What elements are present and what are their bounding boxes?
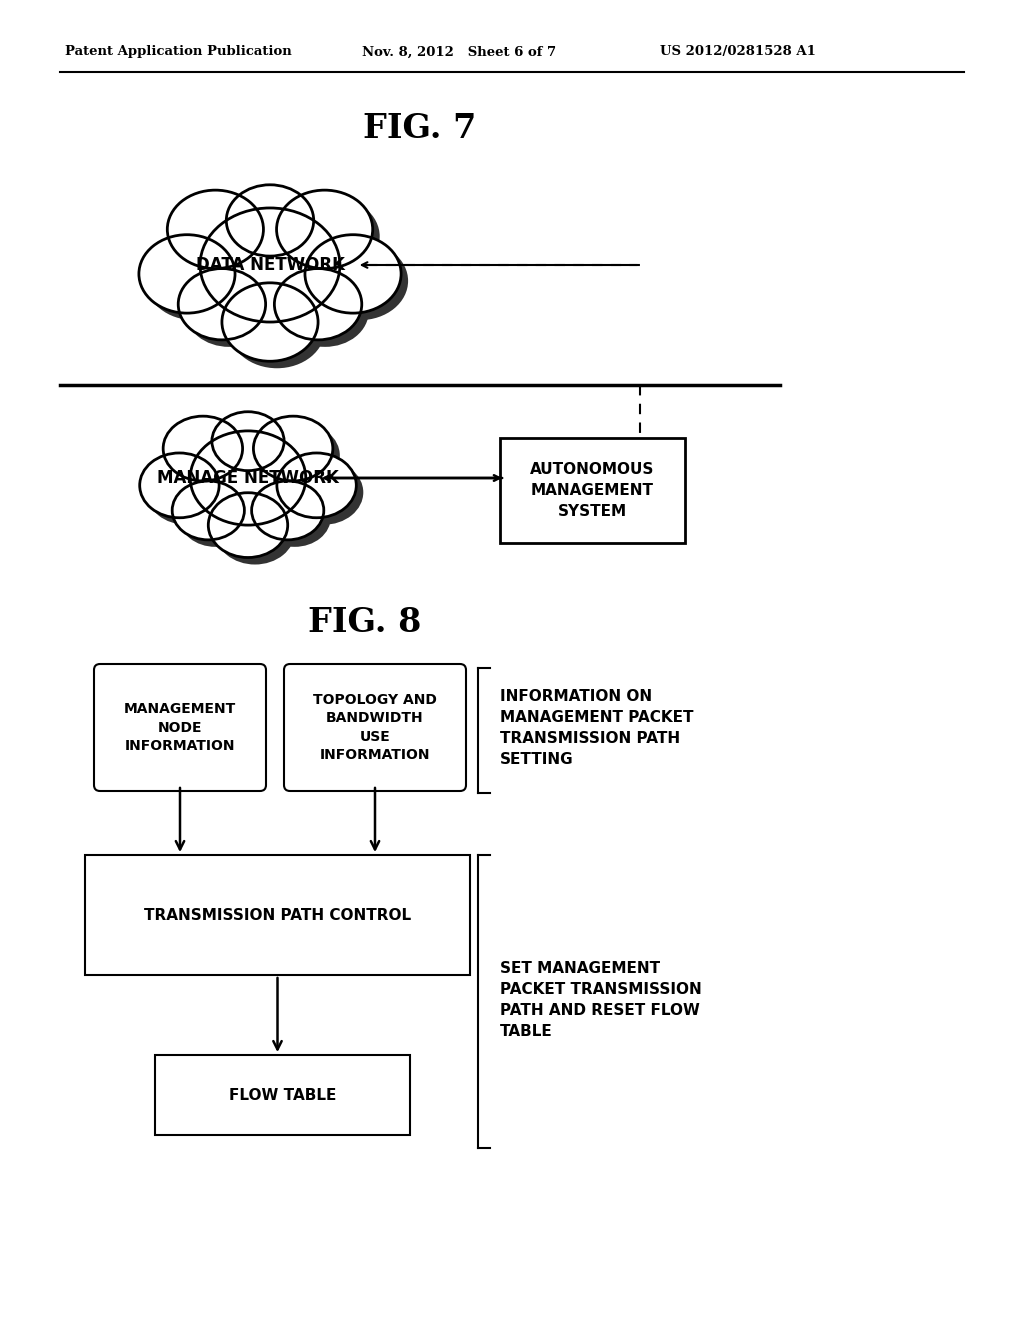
Ellipse shape <box>282 276 369 347</box>
Ellipse shape <box>274 268 361 339</box>
Ellipse shape <box>233 191 321 263</box>
Text: TRANSMISSION PATH CONTROL: TRANSMISSION PATH CONTROL <box>144 908 411 923</box>
Ellipse shape <box>226 185 313 256</box>
Ellipse shape <box>170 424 250 488</box>
Ellipse shape <box>215 500 295 565</box>
Ellipse shape <box>190 430 306 525</box>
Ellipse shape <box>145 242 242 321</box>
Ellipse shape <box>284 197 380 276</box>
Ellipse shape <box>259 488 331 546</box>
Text: DATA NETWORK: DATA NETWORK <box>196 256 344 275</box>
Ellipse shape <box>222 282 318 362</box>
Ellipse shape <box>276 453 356 517</box>
Ellipse shape <box>198 438 312 532</box>
Ellipse shape <box>208 492 288 557</box>
Text: Patent Application Publication: Patent Application Publication <box>65 45 292 58</box>
Ellipse shape <box>305 235 401 313</box>
Ellipse shape <box>200 209 340 322</box>
Ellipse shape <box>167 190 263 268</box>
Ellipse shape <box>253 416 333 480</box>
Text: MANAGE NETWORK: MANAGE NETWORK <box>157 469 339 487</box>
Ellipse shape <box>284 459 364 525</box>
Ellipse shape <box>174 197 270 276</box>
Text: US 2012/0281528 A1: US 2012/0281528 A1 <box>660 45 816 58</box>
FancyBboxPatch shape <box>284 664 466 791</box>
Text: INFORMATION ON
MANAGEMENT PACKET
TRANSMISSION PATH
SETTING: INFORMATION ON MANAGEMENT PACKET TRANSMI… <box>500 689 693 767</box>
FancyBboxPatch shape <box>155 1055 410 1135</box>
Ellipse shape <box>260 424 340 488</box>
Ellipse shape <box>219 418 291 478</box>
FancyBboxPatch shape <box>94 664 266 791</box>
Text: Nov. 8, 2012   Sheet 6 of 7: Nov. 8, 2012 Sheet 6 of 7 <box>362 45 556 58</box>
Text: TOPOLOGY AND
BANDWIDTH
USE
INFORMATION: TOPOLOGY AND BANDWIDTH USE INFORMATION <box>313 693 437 762</box>
Text: MANAGEMENT
NODE
INFORMATION: MANAGEMENT NODE INFORMATION <box>124 702 237 752</box>
Text: FIG. 7: FIG. 7 <box>364 111 477 144</box>
Ellipse shape <box>229 290 325 368</box>
Ellipse shape <box>207 215 347 329</box>
Text: FLOW TABLE: FLOW TABLE <box>228 1088 336 1102</box>
FancyBboxPatch shape <box>500 438 685 543</box>
Ellipse shape <box>163 416 243 480</box>
Ellipse shape <box>185 276 272 347</box>
Ellipse shape <box>276 190 373 268</box>
Ellipse shape <box>212 412 284 471</box>
Ellipse shape <box>179 488 251 546</box>
Ellipse shape <box>172 480 245 540</box>
FancyBboxPatch shape <box>85 855 470 975</box>
Ellipse shape <box>139 235 236 313</box>
Ellipse shape <box>252 480 324 540</box>
Ellipse shape <box>146 459 226 525</box>
Text: SET MANAGEMENT
PACKET TRANSMISSION
PATH AND RESET FLOW
TABLE: SET MANAGEMENT PACKET TRANSMISSION PATH … <box>500 961 701 1039</box>
Text: FIG. 8: FIG. 8 <box>308 606 422 639</box>
Ellipse shape <box>178 268 265 339</box>
Ellipse shape <box>139 453 219 517</box>
Ellipse shape <box>312 242 409 321</box>
Text: AUTONOMOUS
MANAGEMENT
SYSTEM: AUTONOMOUS MANAGEMENT SYSTEM <box>530 462 654 519</box>
